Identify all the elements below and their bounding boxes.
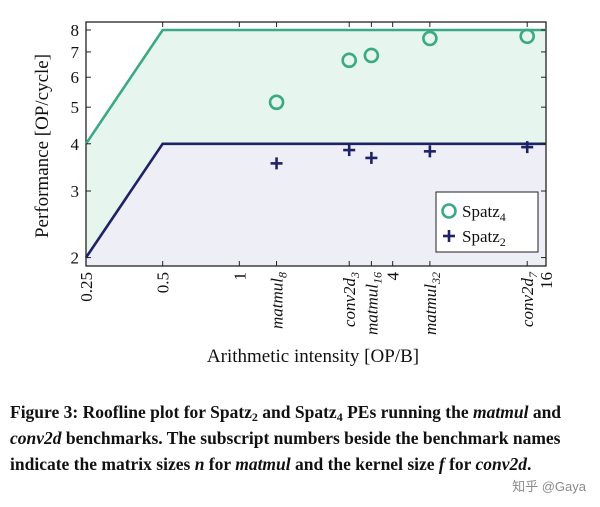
caption-part: conv2d	[10, 428, 62, 448]
benchmark-label: conv2d7	[518, 271, 540, 327]
legend-label: Spatz4	[462, 202, 506, 224]
roofline-region-1	[86, 143, 546, 266]
roofline-line-0	[84, 28, 546, 145]
data-point	[341, 52, 357, 69]
x-tick-label: 1	[230, 272, 249, 281]
data-point	[343, 144, 356, 157]
data-point	[519, 28, 536, 45]
caption-part: PEs running the	[342, 402, 474, 422]
x-tick-label: 0.25	[77, 272, 96, 302]
benchmark-subscript: 3	[348, 272, 362, 279]
caption-part: benchmarks. The subscript numbers be­sid…	[10, 428, 561, 474]
legend-marker	[441, 203, 457, 219]
y-tick-label: 8	[71, 21, 80, 40]
y-tick-label: 3	[71, 182, 80, 201]
legend-subscript: 2	[500, 235, 506, 249]
benchmark-label: matmul8	[268, 272, 290, 329]
figure-caption: Figure 3: Roofline plot for Spatz2 and S…	[10, 399, 590, 477]
caption-part: and	[528, 402, 562, 422]
benchmark-subscript: 32	[429, 272, 443, 285]
caption-part: f	[438, 454, 445, 474]
x-axis-label: Arithmetic intensity [OP/B]	[207, 346, 419, 367]
benchmark-subscript: 8	[276, 272, 290, 278]
caption-part: for	[444, 454, 476, 474]
roofline-line-1	[84, 142, 546, 259]
benchmark-name: matmul	[268, 278, 287, 329]
caption-part: and the kernel size	[290, 454, 439, 474]
legend-label: Spatz2	[462, 227, 506, 249]
benchmark-label: conv2d3	[340, 272, 362, 327]
caption-part: 4	[336, 410, 343, 424]
x-tick-label: 16	[537, 272, 556, 289]
caption-part: n	[194, 454, 205, 474]
data-point	[270, 157, 283, 170]
benchmark-name: matmul	[421, 284, 440, 335]
caption-label: Figure 3:	[10, 402, 79, 422]
caption-part: matmul	[235, 454, 291, 474]
benchmark-label: matmul16	[362, 272, 384, 335]
caption-part: and Spatz	[257, 402, 337, 422]
caption-part: conv2d	[475, 454, 528, 474]
legend-box	[435, 191, 539, 253]
watermark: 知乎 @Gaya	[512, 479, 586, 494]
benchmark-name: conv2d	[518, 278, 537, 328]
y-tick-label: 4	[71, 135, 80, 154]
legend-subscript: 4	[500, 210, 506, 224]
benchmark-subscript: 7	[526, 271, 540, 278]
caption-part: 2	[251, 410, 258, 424]
data-point	[422, 30, 438, 47]
x-tick-label: 0.5	[154, 272, 173, 293]
legend-name: Spatz	[462, 202, 500, 221]
caption-part: Roofline plot for Spatz	[78, 402, 252, 422]
data-point	[363, 47, 380, 64]
data-point	[268, 94, 285, 111]
y-axis-label: Performance [OP/cycle]	[32, 54, 53, 238]
y-tick-label: 5	[71, 98, 80, 117]
caption-part: for	[204, 454, 236, 474]
y-tick-label: 6	[71, 68, 80, 87]
data-point	[365, 151, 378, 164]
legend-marker	[443, 230, 455, 242]
y-tick-label: 2	[71, 249, 80, 268]
data-point	[423, 145, 436, 158]
caption-part: .	[527, 454, 532, 474]
benchmark-name: matmul	[362, 284, 381, 335]
benchmark-subscript: 16	[370, 272, 384, 284]
legend-name: Spatz	[462, 227, 500, 246]
caption-text: Roofline plot for Spatz2 and Spatz4 PEs …	[10, 402, 561, 474]
benchmark-label: matmul32	[421, 272, 443, 335]
data-point	[521, 141, 534, 154]
caption-part: matmul	[473, 402, 529, 422]
x-tick-label: 4	[384, 272, 403, 281]
y-tick-label: 7	[71, 43, 80, 62]
benchmark-name: conv2d	[340, 278, 359, 328]
